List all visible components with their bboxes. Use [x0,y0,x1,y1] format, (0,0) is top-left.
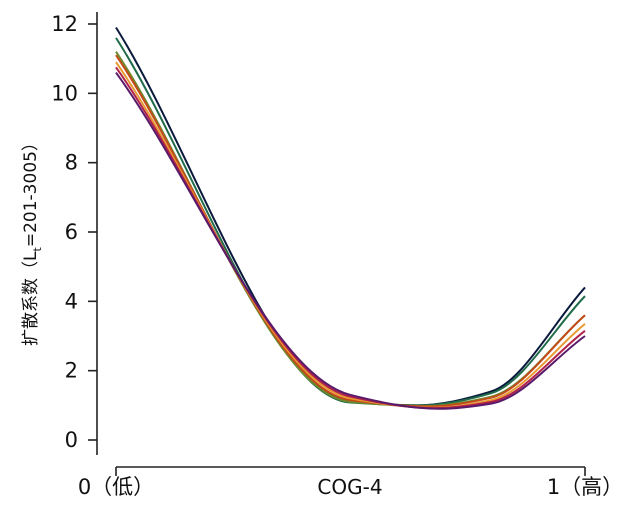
series-line [115,26,586,407]
series-line [115,54,586,408]
y-axis-label-subscript: t [31,246,44,251]
y-axis-label: 扩散系数（Lt=201-3005） [21,134,44,346]
x-ticks: 0（低） 1（高） [78,467,623,499]
y-tick-label: 4 [65,289,78,313]
y-axis-label-suffix: =201-3005） [21,134,41,247]
plot-area [115,26,586,410]
series-line [115,61,586,409]
y-tick-label: 10 [51,81,78,105]
series-line [115,37,586,407]
y-tick-label: 2 [65,359,78,383]
y-tick-label: 8 [65,151,78,175]
x-axis-label: COG-4 [317,475,382,499]
y-ticks: 0 2 4 6 8 10 12 [51,12,97,452]
y-tick-label: 12 [51,12,78,36]
series-line [115,71,586,410]
series-line [115,51,586,408]
y-tick-label: 0 [65,428,78,452]
x-tick-label: 0（低） [78,475,154,499]
y-axis-label-prefix: 扩散系数（L [21,251,41,346]
x-tick-label: 1（高） [547,475,623,499]
series-line [115,66,586,410]
y-tick-label: 6 [65,220,78,244]
